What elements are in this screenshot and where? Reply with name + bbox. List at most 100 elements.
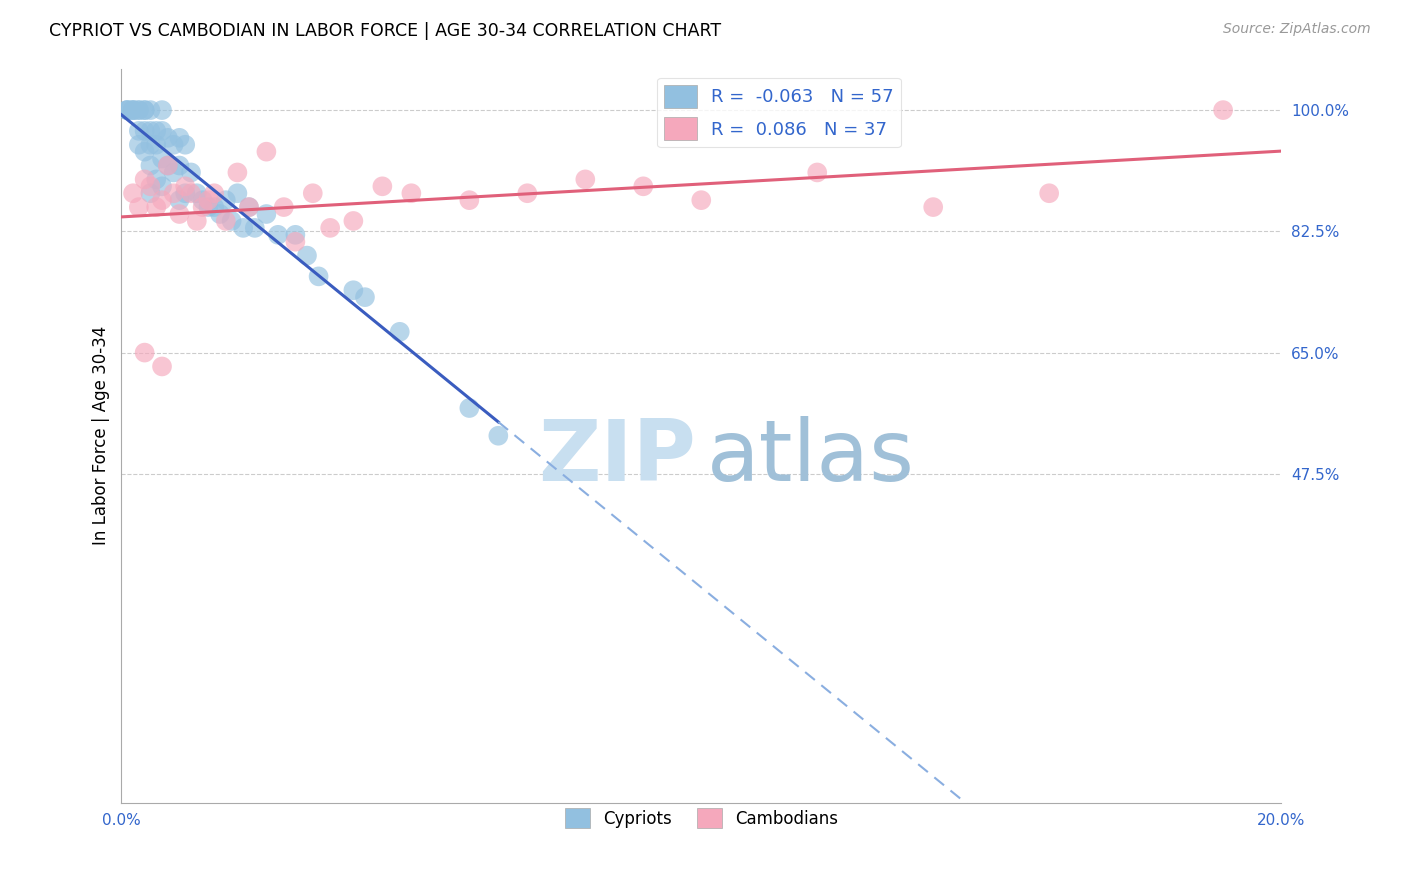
Point [139, 159, 162, 173]
Point [180, 186, 202, 201]
Point [284, 227, 307, 242]
Point [169, 130, 191, 145]
Point [174, 186, 197, 201]
Point [238, 200, 260, 214]
Point [202, 186, 225, 201]
Point [174, 137, 197, 152]
Point [162, 186, 184, 201]
Point [284, 235, 307, 249]
Point [197, 193, 219, 207]
Point [254, 145, 277, 159]
Point [122, 103, 145, 117]
Point [186, 214, 208, 228]
Point [169, 193, 191, 207]
Point [128, 124, 150, 138]
Point [191, 200, 214, 214]
Point [128, 200, 150, 214]
Point [486, 428, 509, 442]
Point [401, 186, 423, 201]
Text: atlas: atlas [707, 417, 915, 500]
Point [115, 103, 138, 117]
Point [150, 103, 173, 117]
Point [139, 124, 162, 138]
Point [191, 193, 214, 207]
Point [169, 207, 191, 221]
Point [342, 214, 364, 228]
Point [122, 186, 145, 201]
Point [139, 103, 162, 117]
Point [122, 103, 145, 117]
Point [134, 345, 156, 359]
Point [134, 172, 156, 186]
Point [122, 103, 145, 117]
Text: Source: ZipAtlas.com: Source: ZipAtlas.com [1223, 22, 1371, 37]
Point [238, 200, 260, 214]
Point [139, 137, 162, 152]
Point [226, 165, 249, 179]
Point [458, 193, 481, 207]
Point [186, 186, 208, 201]
Point [254, 207, 277, 221]
Y-axis label: In Labor Force | Age 30-34: In Labor Force | Age 30-34 [93, 326, 110, 545]
Point [180, 165, 202, 179]
Point [134, 124, 156, 138]
Point [145, 124, 167, 138]
Point [301, 186, 323, 201]
Point [150, 179, 173, 194]
Point [273, 200, 295, 214]
Point [128, 137, 150, 152]
Point [150, 152, 173, 166]
Point [174, 179, 197, 194]
Point [1212, 103, 1234, 117]
Point [150, 124, 173, 138]
Point [319, 220, 342, 235]
Point [574, 172, 596, 186]
Legend: Cypriots, Cambodians: Cypriots, Cambodians [558, 801, 845, 835]
Point [128, 103, 150, 117]
Point [354, 290, 377, 304]
Point [162, 165, 184, 179]
Point [226, 186, 249, 201]
Point [128, 103, 150, 117]
Point [388, 325, 411, 339]
Text: CYPRIOT VS CAMBODIAN IN LABOR FORCE | AGE 30-34 CORRELATION CHART: CYPRIOT VS CAMBODIAN IN LABOR FORCE | AG… [49, 22, 721, 40]
Point [221, 214, 243, 228]
Point [516, 186, 538, 201]
Point [139, 186, 162, 201]
Point [215, 214, 238, 228]
Point [115, 103, 138, 117]
Point [690, 193, 713, 207]
Point [267, 227, 290, 242]
Point [202, 200, 225, 214]
Point [169, 159, 191, 173]
Point [1038, 186, 1060, 201]
Point [295, 249, 318, 263]
Point [156, 130, 179, 145]
Point [156, 159, 179, 173]
Point [150, 193, 173, 207]
Point [156, 159, 179, 173]
Point [215, 193, 238, 207]
Point [243, 220, 266, 235]
Point [162, 137, 184, 152]
Point [115, 103, 138, 117]
Point [342, 283, 364, 297]
Point [308, 269, 330, 284]
Point [458, 401, 481, 415]
Point [139, 179, 162, 194]
Point [922, 200, 945, 214]
Point [208, 207, 231, 221]
Point [134, 145, 156, 159]
Point [232, 220, 254, 235]
Point [806, 165, 828, 179]
Point [145, 172, 167, 186]
Point [197, 200, 219, 214]
Point [134, 103, 156, 117]
Point [145, 200, 167, 214]
Point [150, 359, 173, 374]
Point [134, 103, 156, 117]
Text: ZIP: ZIP [537, 417, 696, 500]
Point [633, 179, 655, 194]
Point [371, 179, 394, 194]
Point [145, 137, 167, 152]
